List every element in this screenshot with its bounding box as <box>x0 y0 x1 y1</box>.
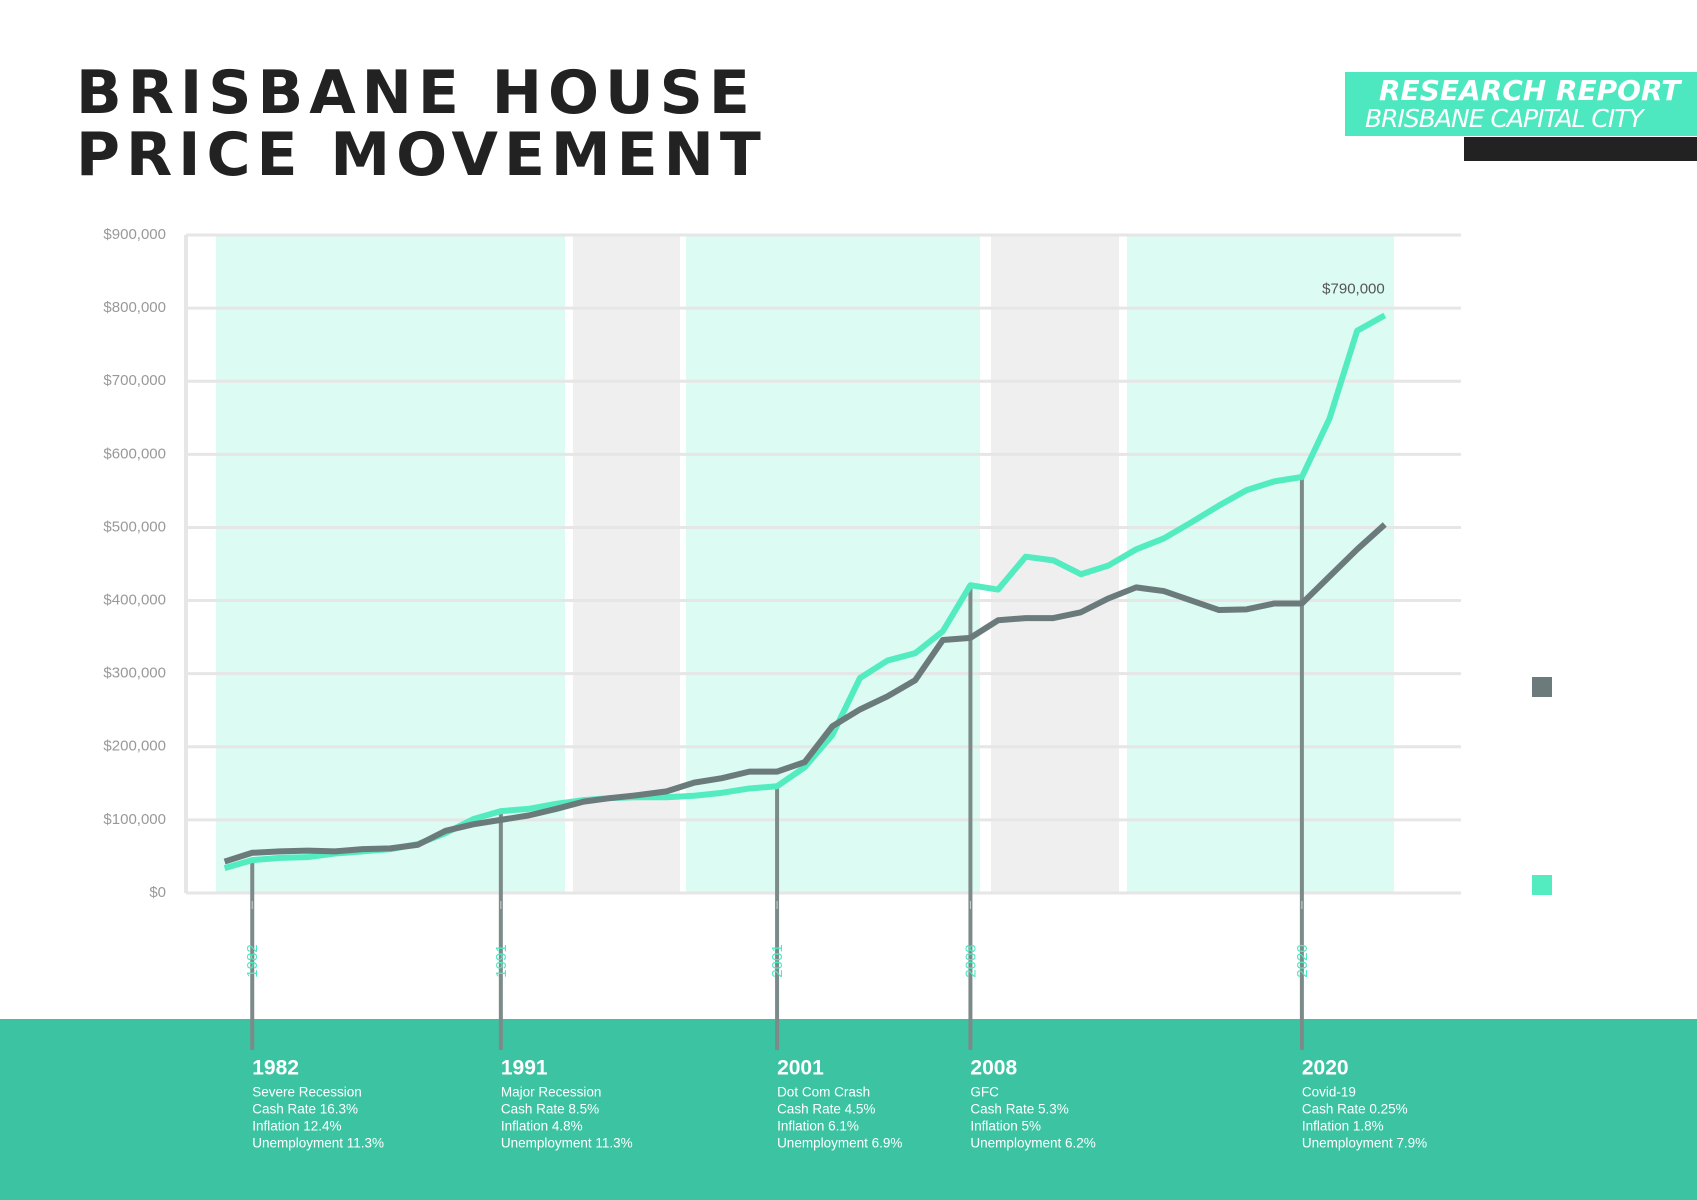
x-tick-label: 2001 <box>769 944 786 977</box>
event-year: 2001 <box>777 1057 824 1080</box>
event-detail: Covid-19 <box>1302 1085 1356 1100</box>
event-year: 1982 <box>252 1057 299 1080</box>
y-tick-label: $900,000 <box>103 226 166 243</box>
x-tick-label: 2020 <box>1294 944 1311 977</box>
y-tick-label: $300,000 <box>103 665 166 682</box>
y-tick-label: $500,000 <box>103 518 166 535</box>
dark-bar <box>1464 137 1697 161</box>
y-tick-label: $100,000 <box>103 811 166 828</box>
event-year: 2008 <box>970 1057 1017 1080</box>
report-badge: RESEARCH REPORT BRISBANE CAPITAL CITY <box>1345 72 1697 136</box>
event-detail: Dot Com Crash <box>777 1085 870 1100</box>
event-detail: Inflation 5% <box>970 1119 1041 1134</box>
x-tick-label: 2008 <box>962 944 979 977</box>
event-detail: Severe Recession <box>252 1085 362 1100</box>
report-subtitle: BRISBANE CAPITAL CITY <box>1365 104 1644 133</box>
series-line <box>223 522 1387 865</box>
y-tick-label: $700,000 <box>103 372 166 389</box>
event-detail: Cash Rate 4.5% <box>777 1102 875 1117</box>
legend-swatch <box>1532 875 1552 895</box>
band <box>1127 235 1394 893</box>
event-detail: GFC <box>970 1085 999 1100</box>
report-label: RESEARCH REPORT <box>1379 74 1681 107</box>
event-detail: Inflation 6.1% <box>777 1119 859 1134</box>
event-detail: Inflation 1.8% <box>1302 1119 1384 1134</box>
event-detail: Unemployment 6.2% <box>970 1136 1095 1151</box>
event-detail: Unemployment 7.9% <box>1302 1136 1427 1151</box>
footer-band <box>0 1019 1697 1200</box>
event-year: 2020 <box>1302 1057 1349 1080</box>
y-tick-label: $600,000 <box>103 445 166 462</box>
event-detail: Cash Rate 0.25% <box>1302 1102 1408 1117</box>
event-detail: Unemployment 11.3% <box>252 1136 384 1151</box>
plot-bands <box>216 235 1394 893</box>
event-detail: Major Recession <box>501 1085 602 1100</box>
legend-swatch <box>1532 677 1552 697</box>
band <box>216 235 565 893</box>
event-detail: Cash Rate 8.5% <box>501 1102 599 1117</box>
event-detail: Cash Rate 16.3% <box>252 1102 358 1117</box>
x-tick-label: 1982 <box>244 944 261 977</box>
band <box>686 235 980 893</box>
y-tick-label: $800,000 <box>103 299 166 316</box>
y-tick-label: $0 <box>149 884 166 901</box>
event-detail: Unemployment 11.3% <box>501 1136 633 1151</box>
data-label: $790,000 <box>1322 280 1385 297</box>
event-detail: Unemployment 6.9% <box>777 1136 902 1151</box>
event-detail: Inflation 4.8% <box>501 1119 583 1134</box>
y-tick-label: $200,000 <box>103 738 166 755</box>
event-detail: Cash Rate 5.3% <box>970 1102 1068 1117</box>
x-tick-label: 1991 <box>493 944 510 977</box>
event-year: 1991 <box>501 1057 548 1080</box>
y-tick-label: $400,000 <box>103 592 166 609</box>
event-detail: Inflation 12.4% <box>252 1119 341 1134</box>
band <box>573 235 680 893</box>
title: BRISBANE HOUSE PRICE MOVEMENT <box>76 58 767 190</box>
